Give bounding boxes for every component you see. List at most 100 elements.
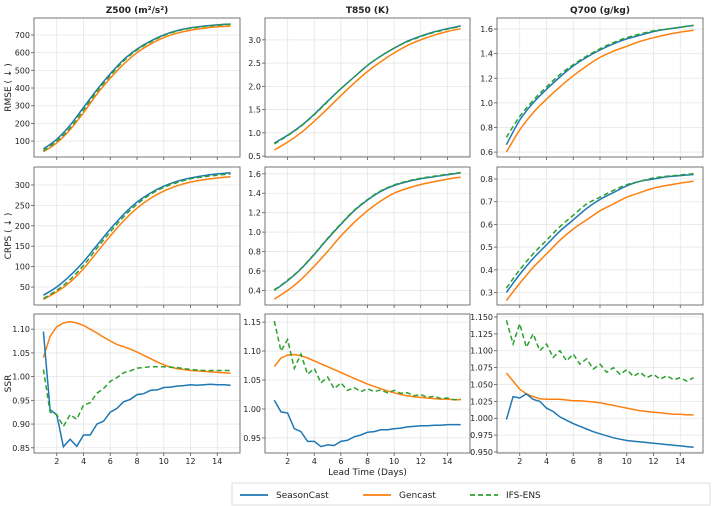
y-tick-label: 1.000 xyxy=(470,414,493,423)
y-tick-label: 3.0 xyxy=(248,36,261,45)
y-tick-label: 250 xyxy=(15,201,30,210)
series-line-ifs-ens xyxy=(505,24,694,138)
panel-0: 100 200 300 400 500 600 700 Z500 (m²/s²) RMSE ( … xyxy=(4,6,241,160)
y-tick-label: 200 xyxy=(15,222,30,231)
x-tick-label: 14 xyxy=(212,457,222,466)
legend-label-ifs-ens: IFS-ENS xyxy=(506,491,541,501)
x-tick-label: 12 xyxy=(416,457,426,466)
legend-label-seasoncast: SeasonCast xyxy=(276,491,329,501)
y-tick-label: 1.0 xyxy=(248,129,261,138)
series-line-gencast xyxy=(505,29,694,153)
y-tick-label: 1.075 xyxy=(470,364,493,373)
x-tick-label: 4 xyxy=(81,457,86,466)
y-tick-label: 1.5 xyxy=(248,106,261,115)
x-tick-label: 14 xyxy=(675,457,685,466)
y-tick-label: 0.8 xyxy=(480,175,493,184)
y-tick-label: 300 xyxy=(15,181,30,190)
y-axis-label: RMSE ( ↓ ) xyxy=(4,63,14,112)
x-tick-label: 4 xyxy=(312,457,317,466)
plot-frame xyxy=(496,17,704,158)
plot-frame xyxy=(264,17,471,158)
y-tick-label: 1.00 xyxy=(243,405,261,414)
y-tick-label: 0.7 xyxy=(480,198,493,207)
panel-title: T850 (K) xyxy=(346,6,389,16)
series-line-gencast xyxy=(273,353,461,401)
panel-title: Q700 (g/kg) xyxy=(570,6,630,16)
y-tick-label: 2.5 xyxy=(248,59,261,68)
y-tick-label: 1.10 xyxy=(243,347,261,356)
x-tick-label: 14 xyxy=(442,457,452,466)
y-tick-label: 1.10 xyxy=(12,325,30,334)
y-tick-label: 50 xyxy=(20,283,30,292)
y-tick-label: 0.975 xyxy=(470,431,493,440)
y-tick-label: 1.05 xyxy=(243,376,261,385)
y-tick-label: 1.15 xyxy=(243,318,261,327)
series-line-ifs-ens xyxy=(42,23,231,152)
y-tick-label: 1.150 xyxy=(470,313,493,322)
plot-frame xyxy=(496,166,704,306)
legend-frame xyxy=(231,482,711,506)
series-line-seasoncast xyxy=(505,392,694,449)
series-line-seasoncast xyxy=(505,173,694,293)
y-tick-label: 0.85 xyxy=(12,444,30,453)
panel-5: 0.3 0.4 0.5 0.6 0.7 0.8 xyxy=(480,166,704,308)
x-tick-label: 12 xyxy=(185,457,195,466)
legend-label-gencast: Gencast xyxy=(399,491,436,501)
series-line-ifs-ens xyxy=(505,320,694,382)
plot-frame xyxy=(33,17,241,158)
y-tick-label: 1.00 xyxy=(12,373,30,382)
legend: SeasonCast Gencast IFS-ENS xyxy=(231,482,711,506)
series-line-seasoncast xyxy=(273,399,461,448)
x-tick-label: 2 xyxy=(285,457,290,466)
series-line-ifs-ens xyxy=(42,173,231,300)
y-tick-label: 0.8 xyxy=(480,123,493,132)
panel-2: 0.6 0.8 1.0 1.2 1.4 1.6 Q700 (g/kg) xyxy=(480,6,704,160)
plot-frame xyxy=(33,166,241,306)
y-tick-label: 0.5 xyxy=(480,243,493,252)
series-line-gencast xyxy=(43,176,231,300)
series-line-ifs-ens xyxy=(273,320,461,401)
y-tick-label: 1.05 xyxy=(12,349,30,358)
y-tick-label: 300 xyxy=(15,102,30,111)
y-tick-label: 1.2 xyxy=(248,209,261,218)
plot-frame xyxy=(496,313,704,454)
y-tick-label: 2.0 xyxy=(248,82,261,91)
x-tick-label: 6 xyxy=(108,457,113,466)
x-tick-label: 8 xyxy=(365,457,370,466)
series-line-gencast xyxy=(505,180,694,301)
x-tick-label: 10 xyxy=(622,457,632,466)
y-tick-label: 0.8 xyxy=(248,248,261,257)
y-tick-label: 1.0 xyxy=(480,99,493,108)
y-tick-label: 0.6 xyxy=(480,220,493,229)
y-tick-label: 1.4 xyxy=(480,50,493,59)
panel-grid: 100 200 300 400 500 600 700 Z500 (m²/s²) RMSE ( … xyxy=(4,6,704,478)
y-tick-label: 1.0 xyxy=(248,228,261,237)
series-line-ifs-ens xyxy=(505,173,694,289)
y-tick-label: 600 xyxy=(15,49,30,58)
y-tick-label: 0.90 xyxy=(12,420,30,429)
series-line-ifs-ens xyxy=(273,25,461,145)
y-tick-label: 0.4 xyxy=(480,266,493,275)
y-tick-label: 0.95 xyxy=(12,396,30,405)
plot-frame xyxy=(264,313,471,454)
y-tick-label: 400 xyxy=(15,84,30,93)
panel-1: 0.5 1.0 1.5 2.0 2.5 3.0 T850 (K) xyxy=(248,6,471,161)
x-tick-label: 6 xyxy=(338,457,343,466)
y-tick-label: 0.4 xyxy=(248,286,261,295)
y-tick-label: 500 xyxy=(15,66,30,75)
y-tick-label: 0.3 xyxy=(480,289,493,298)
x-tick-label: 8 xyxy=(134,457,139,466)
panel-title: Z500 (m²/s²) xyxy=(106,6,169,16)
series-line-gencast xyxy=(42,25,231,153)
y-tick-label: 1.125 xyxy=(470,330,493,339)
series-line-gencast xyxy=(273,27,461,151)
x-tick-label: 8 xyxy=(597,457,602,466)
plot-frame xyxy=(33,313,241,454)
y-tick-label: 150 xyxy=(15,242,30,251)
series-line-gencast xyxy=(505,372,694,416)
x-tick-label: 4 xyxy=(544,457,549,466)
x-tick-label: 2 xyxy=(517,457,522,466)
y-tick-label: 1.4 xyxy=(248,189,261,198)
y-tick-label: 0.950 xyxy=(470,448,493,457)
